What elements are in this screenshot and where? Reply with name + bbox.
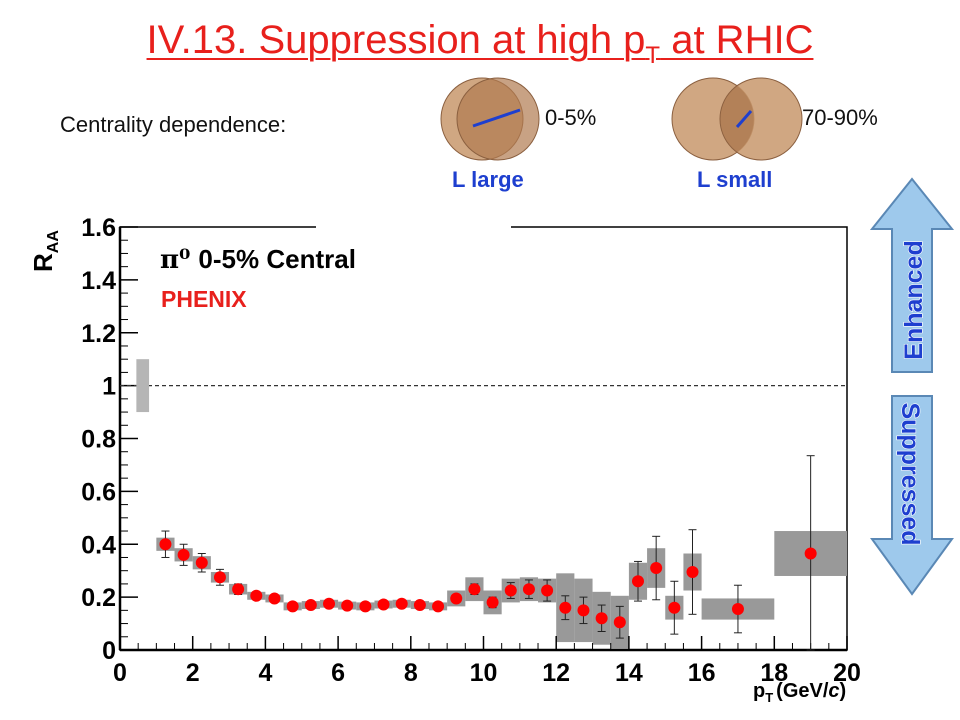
x-tick-label: 4 [258, 659, 272, 687]
central-overlap-diagram [440, 77, 540, 161]
x-axis-label-main: p [753, 680, 765, 702]
raa-chart: 0 2 4 6 8 10 12 14 16 18 20 0 0.2 0.4 0.6 0.8 1 1.2 1.4 1.6… [28, 214, 861, 705]
data-points [159, 538, 817, 629]
x-tick-label: 0 [113, 659, 127, 687]
data-point [486, 596, 499, 609]
axis-ticks: 0 2 4 6 8 10 12 14 16 18 20 0 0.2 0.4 0.6 0.8 1 1.2 1.4 1.6 [81, 214, 861, 687]
title-main: IV.13. Suppression at high p [146, 18, 646, 62]
x-tick-label: 8 [404, 659, 418, 687]
statistical-error-bars [161, 455, 815, 651]
path-length-line-large [472, 108, 521, 128]
data-point [213, 571, 226, 584]
y-tick-label: 0.8 [81, 426, 116, 454]
data-point [304, 599, 317, 612]
data-point [468, 583, 481, 596]
systematic-error-boxes [156, 531, 847, 649]
y-tick-label: 1.4 [81, 267, 116, 295]
peripheral-percent-label: 70-90% [802, 105, 878, 130]
y-axis-label-sub: AA [45, 230, 62, 254]
x-tick-label: 20 [833, 659, 861, 687]
x-tick-label: 6 [331, 659, 345, 687]
data-point [232, 583, 245, 596]
data-point [668, 601, 681, 614]
data-point [541, 584, 554, 597]
x-axis-unit-c: c [828, 680, 839, 702]
x-tick-label: 16 [688, 659, 716, 687]
data-point [559, 601, 572, 614]
y-tick-label: 1 [102, 373, 116, 401]
data-point [413, 599, 426, 612]
y-tick-label: 0 [102, 637, 116, 665]
enhanced-arrow [869, 177, 955, 373]
annotation-particle: π⁰ [160, 245, 190, 275]
x-tick-label: 12 [542, 659, 570, 687]
annotation-main: 0-5% Central [198, 244, 356, 274]
annotation-experiment: PHENIX [161, 286, 247, 312]
data-point [432, 600, 445, 613]
data-point [731, 603, 744, 616]
path-length-line-small [735, 110, 753, 128]
x-axis-label-sub: T [765, 690, 773, 705]
data-point [522, 583, 535, 596]
peripheral-overlap-diagram [671, 77, 803, 161]
data-point [650, 562, 663, 575]
data-point [286, 600, 299, 613]
data-point [631, 575, 644, 588]
y-tick-label: 0.6 [81, 478, 116, 506]
data-point [686, 566, 699, 579]
data-point [804, 547, 817, 560]
data-point [359, 600, 372, 613]
y-tick-label: 1.2 [81, 320, 116, 348]
l-small-label: L small [697, 167, 773, 192]
y-tick-label: 1.6 [81, 214, 116, 242]
data-point [395, 597, 408, 610]
x-axis-unit-pre: (GeV/ [776, 680, 829, 702]
data-point [268, 592, 281, 605]
data-point [613, 616, 626, 629]
x-tick-label: 14 [615, 659, 643, 687]
frame-gap-cover [316, 224, 511, 229]
data-point [195, 556, 208, 569]
data-point [595, 612, 608, 625]
suppressed-label: Suppressed [896, 402, 924, 545]
title-subscript: T [645, 42, 661, 69]
x-tick-label: 2 [186, 659, 200, 687]
slide-title: IV.13. Suppression at high pT at RHIC [0, 18, 960, 70]
data-point [577, 604, 590, 617]
data-point [377, 598, 390, 611]
data-point [159, 538, 172, 551]
annotation-central: π⁰ 0-5% Central [160, 244, 356, 275]
x-tick-label: 10 [470, 659, 498, 687]
title-end: at RHIC [660, 18, 814, 62]
x-tick-label: 18 [760, 659, 788, 687]
central-percent-label: 0-5% [545, 105, 597, 130]
enhanced-suppressed-arrows: Enhanced Suppressed [869, 177, 955, 596]
normalization-box [136, 359, 150, 413]
l-large-label: L large [452, 167, 524, 192]
data-point [177, 548, 190, 561]
y-axis-label: RAA [28, 230, 62, 272]
x-axis-unit-post: ) [840, 680, 847, 702]
enhanced-label: Enhanced [900, 240, 928, 359]
data-point [323, 597, 336, 610]
data-point [250, 589, 263, 602]
data-point [504, 584, 517, 597]
overlap-diagrams [440, 77, 803, 161]
y-axis-label-main: R [28, 253, 58, 272]
data-point [450, 592, 463, 605]
overlap-region-peripheral [720, 86, 754, 152]
data-point [341, 599, 354, 612]
y-tick-label: 0.2 [81, 584, 116, 612]
reference-layer [120, 359, 847, 413]
x-axis-label: pT (GeV/c) [753, 680, 846, 705]
y-tick-label: 0.4 [81, 531, 116, 559]
centrality-label: Centrality dependence: [60, 112, 287, 137]
suppressed-arrow [870, 395, 954, 596]
